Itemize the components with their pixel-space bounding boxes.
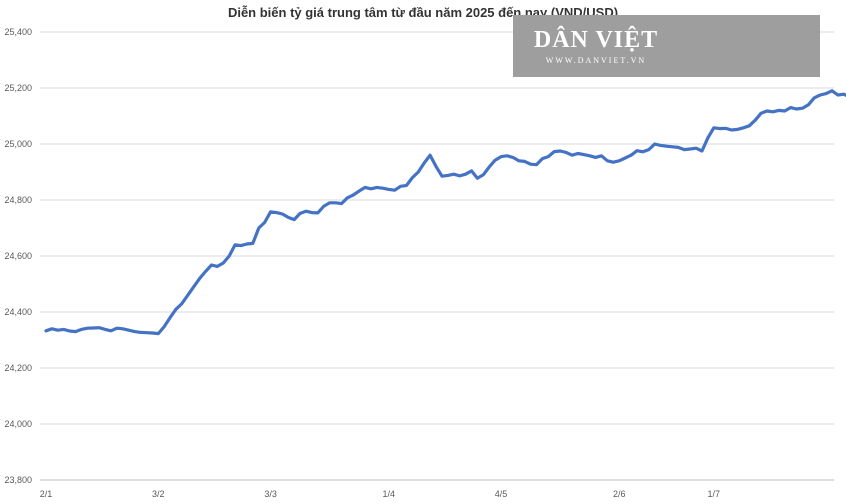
- y-tick-label: 24,200: [4, 363, 32, 373]
- y-tick-label: 24,400: [4, 307, 32, 317]
- watermark-site-text: WWW.DANVIET.VN: [546, 56, 646, 65]
- y-tick-label: 25,200: [4, 83, 32, 93]
- y-tick-label: 25,000: [4, 139, 32, 149]
- series-line: [44, 89, 846, 336]
- y-tick-label: 24,800: [4, 195, 32, 205]
- x-tick-label: 1/7: [708, 489, 721, 499]
- watermark-logo-text: DÂN VIỆT: [534, 26, 658, 53]
- watermark: DÂN VIỆT WWW.DANVIET.VN: [513, 15, 820, 77]
- x-tick-label: 4/5: [495, 489, 508, 499]
- watermark-background: [513, 15, 820, 77]
- x-axis-tick-labels: 2/1 3/2 3/3 1/4 4/5 2/6 1/7: [40, 489, 720, 499]
- series-layer: [44, 89, 846, 336]
- x-tick-label: 1/4: [383, 489, 396, 499]
- x-tick-label: 2/1: [40, 489, 53, 499]
- x-tick-label: 3/2: [152, 489, 165, 499]
- gridlines: [40, 31, 834, 481]
- y-tick-label: 24,600: [4, 251, 32, 261]
- y-tick-label: 25,400: [4, 27, 32, 37]
- x-tick-label: 3/3: [264, 489, 277, 499]
- y-tick-label: 24,000: [4, 419, 32, 429]
- x-tick-label: 2/6: [613, 489, 626, 499]
- y-tick-label: 23,800: [4, 475, 32, 485]
- y-axis-tick-labels: 23,800 24,000 24,200 24,400 24,600 24,800 25,0…: [4, 27, 32, 485]
